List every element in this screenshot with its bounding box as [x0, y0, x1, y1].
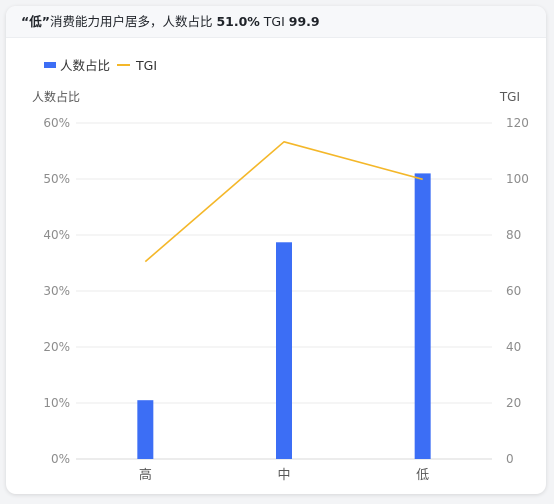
highlight-category: 低 — [29, 14, 42, 29]
line-series — [144, 141, 423, 263]
share-value: 51.0% — [216, 14, 260, 29]
summary-text: 消费能力用户居多，人数占比 — [49, 14, 217, 29]
right-tick-label: 20 — [506, 396, 521, 410]
left-tick-label: 30% — [43, 284, 70, 298]
right-axis-ticks: 0 20 40 60 80 100 120 — [506, 116, 529, 466]
right-tick-label: 60 — [506, 284, 521, 298]
bar-中 — [276, 242, 292, 459]
right-tick-label: 40 — [506, 340, 521, 354]
category-labels: 高中低 — [139, 467, 429, 483]
legend-line-label: TGI — [135, 58, 157, 73]
left-tick-label: 50% — [43, 172, 70, 186]
left-tick-label: 20% — [43, 340, 70, 354]
highlight-quote-open: “ — [21, 14, 30, 29]
legend: 人数占比 TGI — [44, 58, 157, 73]
legend-bar-label: 人数占比 — [60, 58, 110, 73]
tgi-value: 99.9 — [288, 14, 320, 29]
right-tick-label: 80 — [506, 228, 521, 242]
left-tick-label: 10% — [43, 396, 70, 410]
legend-bar-swatch — [44, 62, 56, 68]
chart-card: “低”消费能力用户居多，人数占比 51.0% TGI 99.9 0% 10% 20%… — [6, 6, 546, 494]
left-axis-ticks: 0% 10% 20% 30% 40% 50% 60% — [43, 116, 70, 466]
right-tick-label: 120 — [506, 116, 529, 130]
category-label: 高 — [139, 467, 152, 483]
right-tick-label: 100 — [506, 172, 529, 186]
summary-header: “低”消费能力用户居多，人数占比 51.0% TGI 99.9 — [6, 6, 546, 38]
tgi-line — [144, 141, 423, 263]
left-tick-label: 40% — [43, 228, 70, 242]
category-label: 中 — [277, 468, 290, 483]
highlight-quote-close: ” — [41, 14, 50, 29]
combo-chart: 0% 10% 20% 30% 40% 50% 60% 0 20 40 60 80 100 120 高 中 低… — [32, 58, 529, 483]
left-tick-label: 60% — [43, 116, 70, 130]
left-tick-label: 0% — [51, 452, 70, 466]
bar-高 — [137, 400, 154, 459]
left-axis-title: 人数占比 — [32, 89, 80, 104]
right-tick-label: 0 — [506, 452, 514, 466]
right-axis-title: TGI — [499, 90, 520, 104]
category-label: 低 — [416, 468, 429, 483]
tgi-label: TGI — [259, 14, 289, 29]
bar-series — [137, 173, 431, 459]
bar-低 — [414, 173, 431, 459]
